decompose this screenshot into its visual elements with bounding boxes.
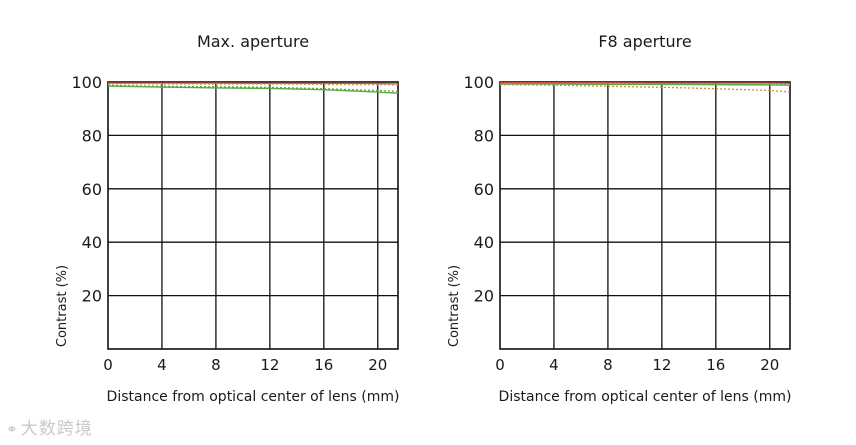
y-tick-label: 100 bbox=[463, 73, 494, 92]
x-tick-label: 16 bbox=[314, 356, 333, 374]
x-tick-label: 8 bbox=[211, 356, 221, 374]
x-tick-label: 4 bbox=[157, 356, 167, 374]
watermark-text: 大数跨境 bbox=[20, 419, 93, 439]
x-tick-label: 4 bbox=[549, 356, 559, 374]
series-line-3 bbox=[107, 85, 399, 94]
series-line-1 bbox=[108, 82, 399, 85]
x-axis-label: Distance from optical center of lens (mm… bbox=[499, 389, 792, 405]
chart-2: F8 aperture 20 40 60 80 100 0 4 8 12 16 20 Distance … bbox=[447, 32, 791, 405]
x-tick-label: 16 bbox=[706, 356, 725, 374]
x-tick-label: 8 bbox=[603, 356, 613, 374]
y-tick-label: 20 bbox=[474, 287, 494, 306]
chart-title: Max. aperture bbox=[197, 32, 309, 51]
x-tick-label: 12 bbox=[260, 356, 279, 374]
series-line-2 bbox=[108, 83, 399, 86]
plot-frame bbox=[107, 81, 399, 350]
y-tick-label: 60 bbox=[82, 180, 102, 199]
series-line-3 bbox=[500, 83, 791, 86]
y-tick-label: 100 bbox=[71, 73, 102, 92]
y-tick-label: 40 bbox=[82, 233, 102, 252]
y-tick-label: 60 bbox=[474, 180, 494, 199]
y-axis-label: Contrast (%) bbox=[55, 265, 70, 347]
x-tick-label: 20 bbox=[760, 356, 779, 374]
x-tick-label: 0 bbox=[103, 356, 113, 374]
series-line-4 bbox=[499, 84, 791, 93]
y-tick-label: 80 bbox=[82, 126, 102, 145]
series-line-4 bbox=[107, 84, 399, 92]
chart-title: F8 aperture bbox=[598, 32, 691, 51]
y-tick-label: 40 bbox=[474, 233, 494, 252]
y-tick-label: 20 bbox=[82, 287, 102, 306]
x-tick-label: 0 bbox=[495, 356, 505, 374]
x-axis-label: Distance from optical center of lens (mm… bbox=[107, 389, 400, 405]
watermark: ⚭ 大数跨境 bbox=[6, 414, 93, 439]
x-tick-label: 20 bbox=[368, 356, 387, 374]
chart-1: Max. aperture 20 40 60 80 100 0 4 8 12 16 20 Distanc… bbox=[55, 32, 399, 405]
y-tick-label: 80 bbox=[474, 126, 494, 145]
link-icon: ⚭ bbox=[6, 422, 19, 438]
y-axis-label: Contrast (%) bbox=[447, 265, 462, 347]
series-line-1 bbox=[500, 82, 791, 84]
x-tick-label: 12 bbox=[652, 356, 671, 374]
plot-frame bbox=[499, 81, 791, 350]
